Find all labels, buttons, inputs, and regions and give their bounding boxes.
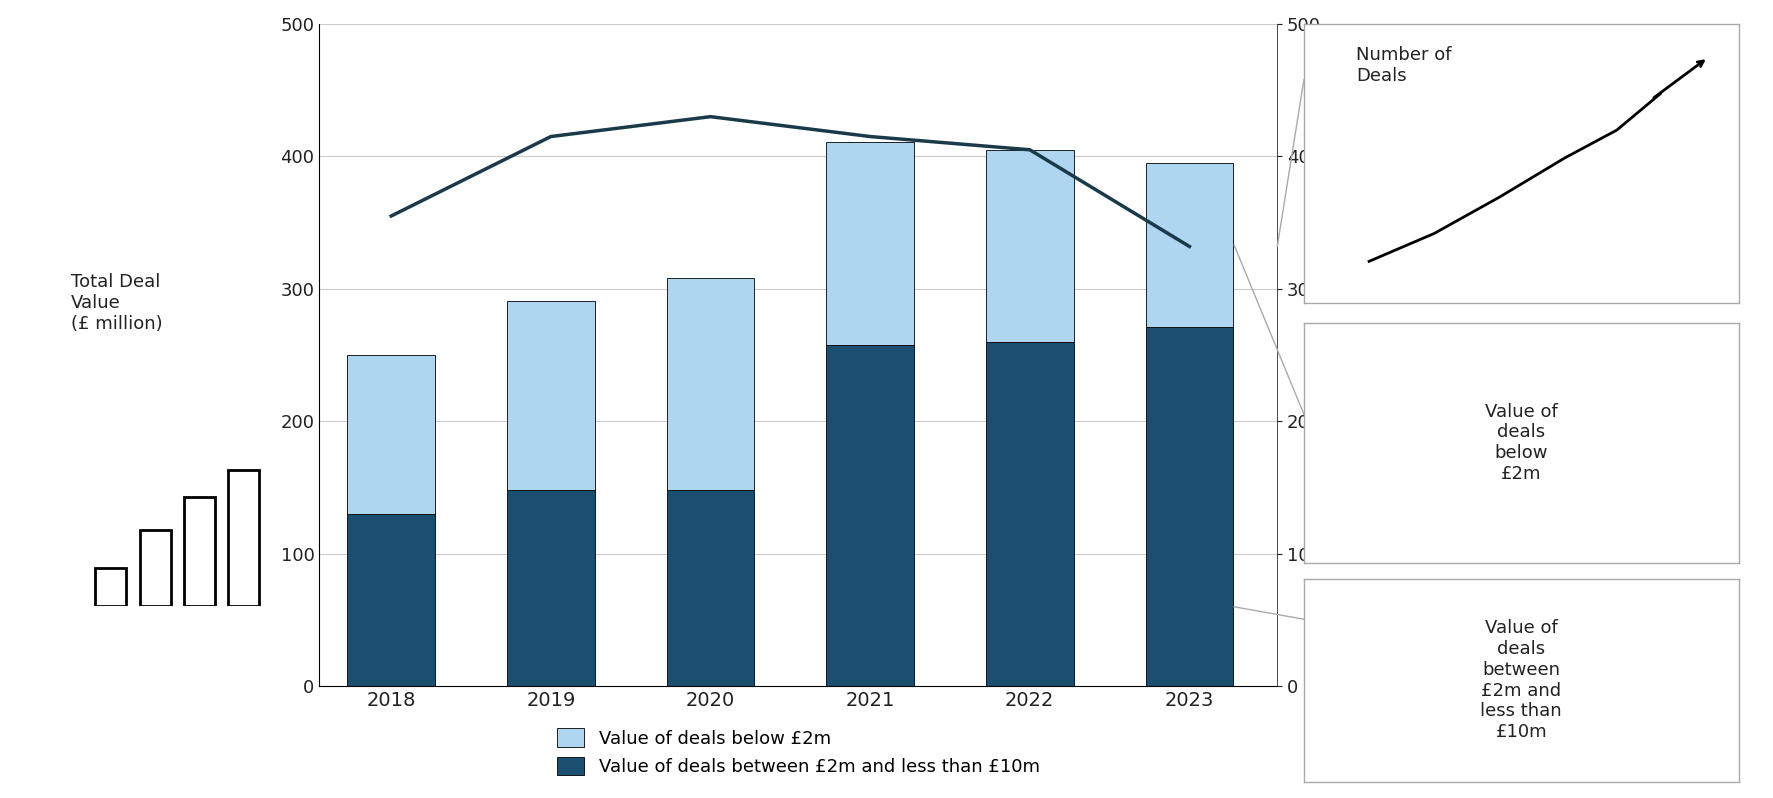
- Text: Number of
Deals: Number of Deals: [1355, 46, 1450, 85]
- Bar: [507, 490, 594, 686]
- Bar: [96, 568, 126, 606]
- Text: Value of
deals
between
£2m and
less than
£10m: Value of deals between £2m and less than…: [1479, 619, 1562, 741]
- Bar: [1145, 327, 1232, 686]
- Text: Total Deal
Value
(£ million): Total Deal Value (£ million): [71, 274, 163, 333]
- Text: Value of
deals
below
£2m: Value of deals below £2m: [1484, 403, 1557, 483]
- Bar: [986, 150, 1073, 342]
- Bar: [348, 355, 434, 514]
- Bar: [348, 514, 434, 686]
- Bar: [826, 345, 913, 686]
- Bar: [826, 142, 913, 345]
- Bar: [140, 531, 170, 606]
- Bar: [986, 342, 1073, 686]
- Bar: [667, 279, 754, 490]
- Bar: [667, 490, 754, 686]
- Bar: [229, 470, 259, 606]
- Bar: [184, 497, 215, 606]
- Legend: Value of deals below £2m, Value of deals between £2m and less than £10m: Value of deals below £2m, Value of deals…: [550, 721, 1046, 783]
- Bar: [507, 301, 594, 490]
- Bar: [1145, 163, 1232, 327]
